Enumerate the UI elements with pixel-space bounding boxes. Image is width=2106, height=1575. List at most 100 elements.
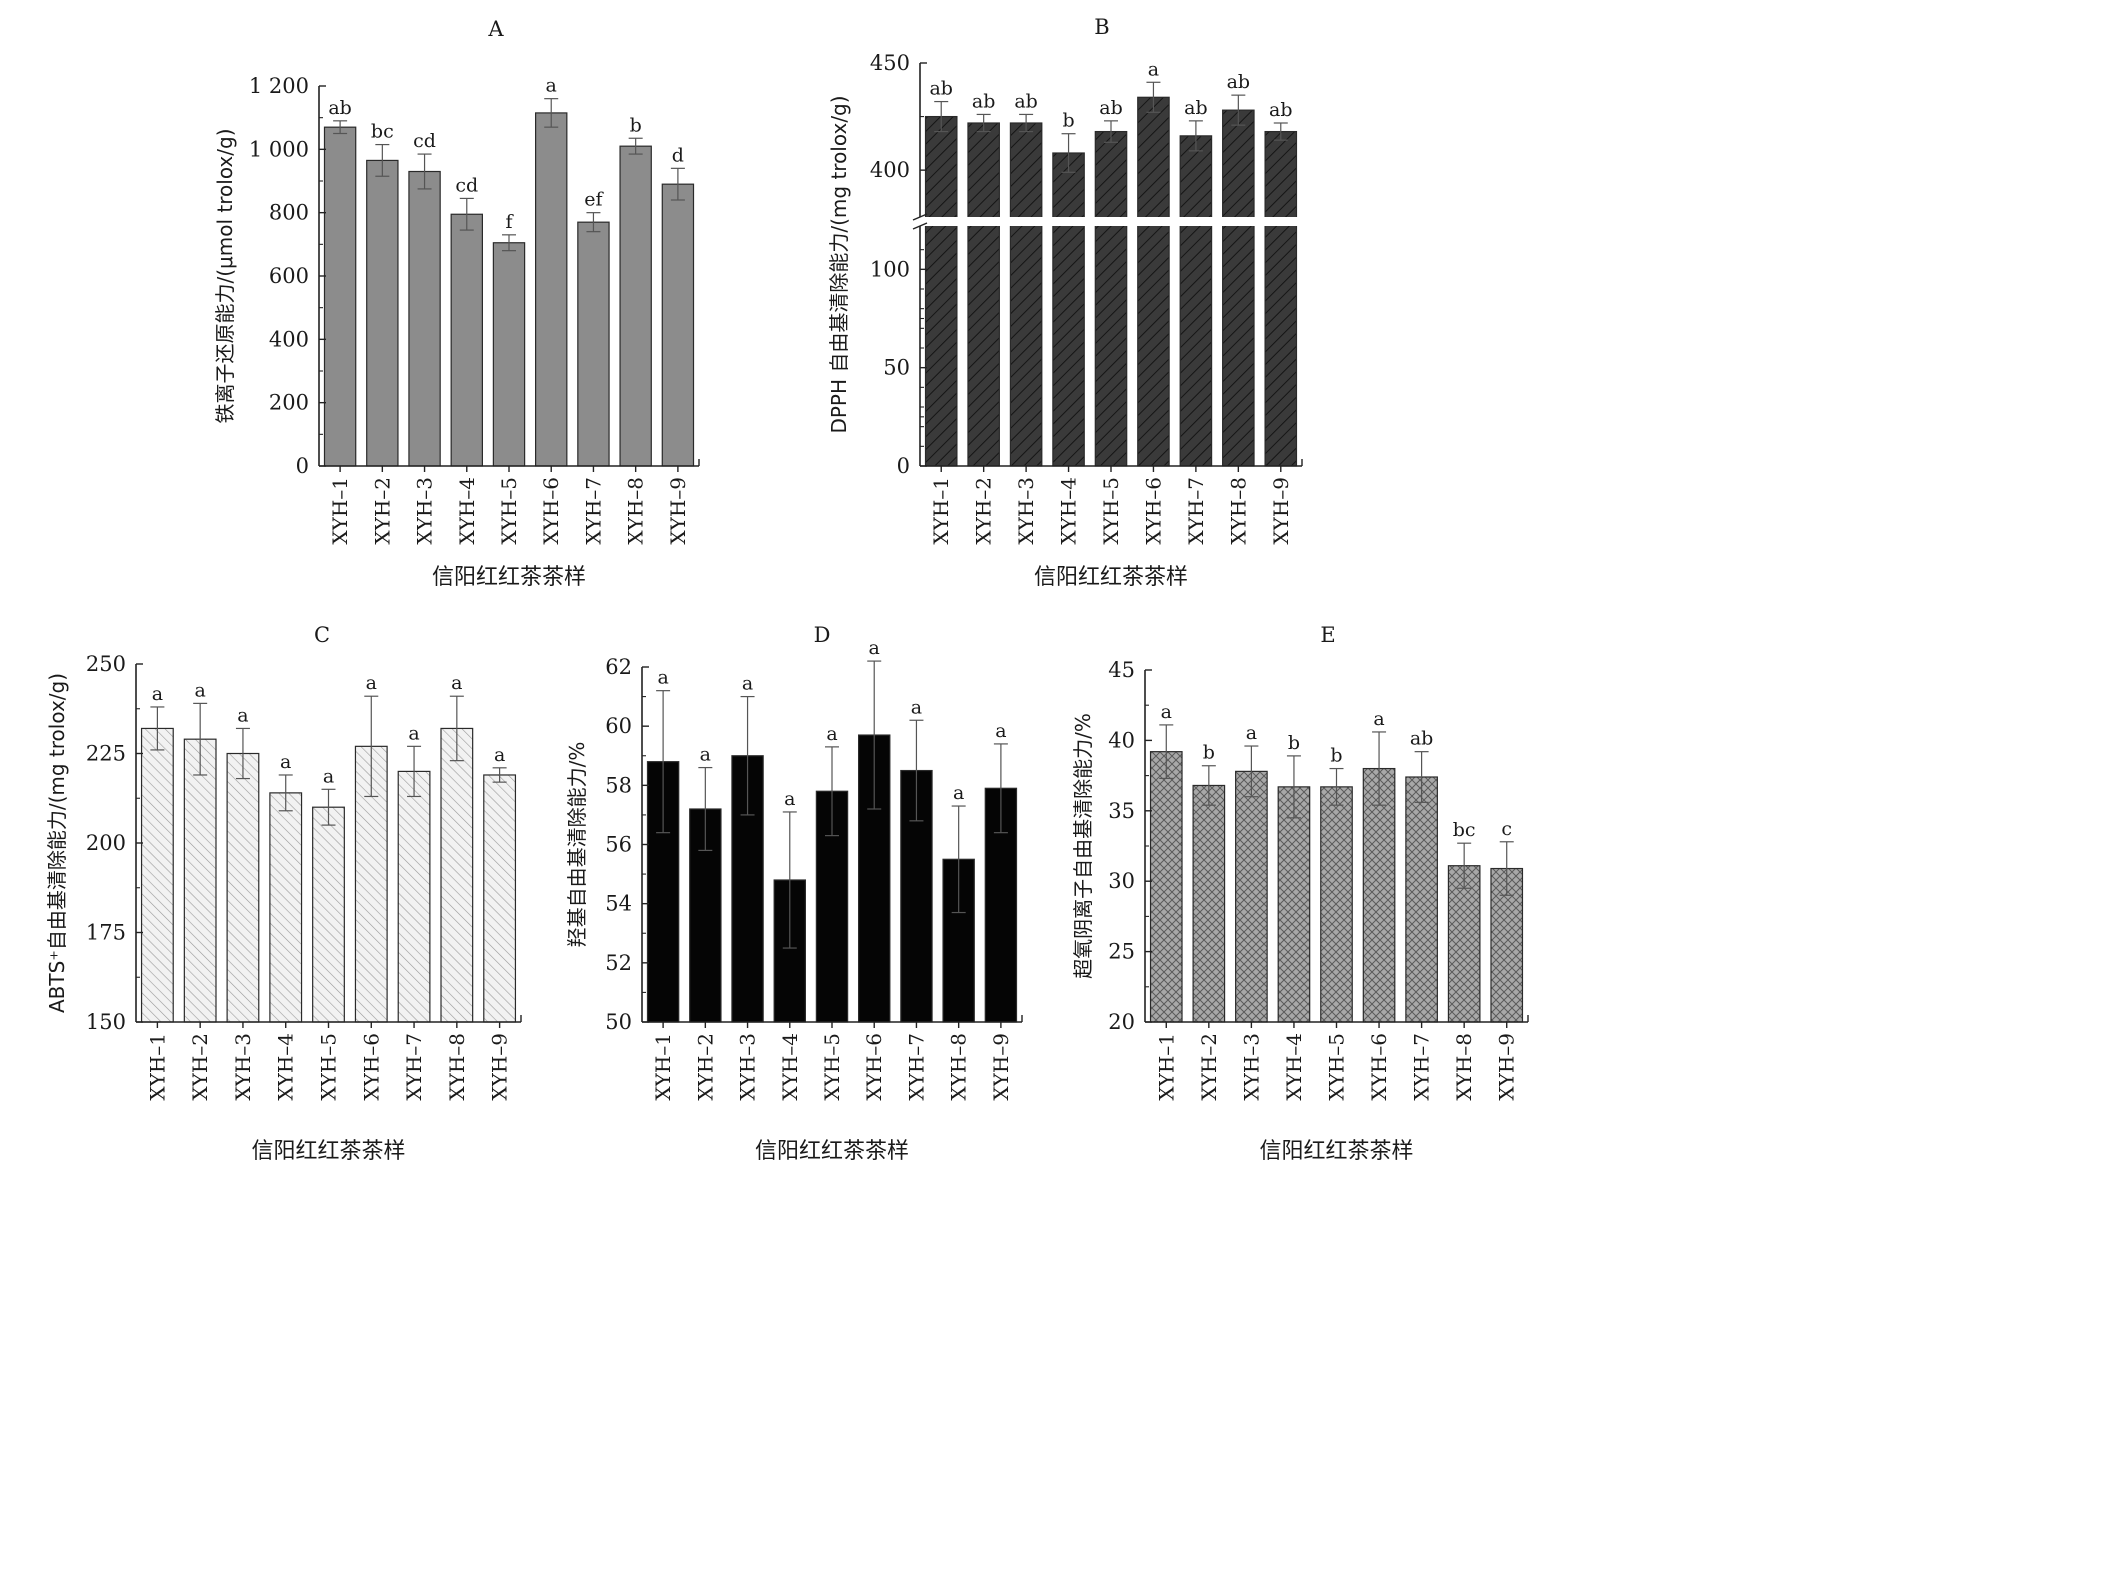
x-tick-label: XYH–4 [1282,1033,1306,1101]
significance-label: a [195,679,206,701]
panel-e: a XYH–1 b XYH–2 a XYH–3 b XYH–4 b XYH–5 a XYH–6 ab XY… [1071,623,1529,1164]
x-tick-label: XYH–8 [445,1033,469,1101]
bar [312,806,345,1023]
y-tick-label: 0 [296,454,309,478]
x-tick-label: XYH–6 [359,1033,383,1101]
panel-title: B [1094,15,1109,39]
significance-label: d [672,144,684,166]
x-tick-label: XYH–5 [820,1033,844,1101]
bar [483,774,517,1023]
panel-title: A [487,17,504,41]
bar [1149,751,1183,1023]
y-tick-label: 225 [86,742,126,766]
x-tick-label: XYH–8 [624,477,648,545]
x-tick-label: XYH–3 [1239,1033,1263,1101]
bar [1447,865,1481,1023]
x-tick-label: XYH–7 [581,477,605,545]
significance-label: cd [413,130,436,152]
panel-c: a XYH–1 a XYH–2 a XYH–3 a XYH–4 a XYH–5 a XYH–6 a XYH… [45,623,522,1164]
x-tick-label: XYH–3 [413,477,437,545]
y-tick-label: 60 [605,714,632,738]
significance-label: b [1062,110,1074,132]
x-tick-label: XYH–2 [188,1033,212,1101]
bar [269,792,303,1023]
bar [1179,135,1213,467]
significance-label: b [1288,732,1300,754]
y-tick-label: 20 [1108,1010,1135,1034]
significance-label: ab [1099,97,1123,119]
y-tick-label: 30 [1108,869,1135,893]
axis-break-gap [908,217,1304,226]
bar [140,727,174,1023]
y-tick-label: 56 [605,833,632,857]
significance-label: ab [328,97,352,119]
x-tick-label: XYH–6 [539,477,563,545]
significance-label: a [1373,708,1384,730]
x-tick-label: XYH–5 [317,1033,341,1101]
significance-label: ab [1269,99,1293,121]
significance-label: a [494,744,505,766]
x-tick-label: XYH–9 [666,477,690,545]
bar [577,221,610,467]
y-tick-label: 35 [1108,799,1135,823]
y-tick-label: 40 [1108,728,1135,752]
y-tick-label: 58 [605,773,632,797]
significance-label: a [742,673,753,695]
x-tick-label: XYH–5 [1325,1033,1349,1101]
x-tick-label: XYH–4 [455,477,479,545]
x-axis-label: 信阳红红茶茶样 [251,1139,405,1164]
x-tick-label: XYH–3 [736,1033,760,1101]
y-tick-label: 400 [269,327,309,351]
significance-label: bc [1453,819,1476,841]
significance-label: a [451,672,462,694]
y-tick-label: 1 000 [249,137,309,161]
bar [440,727,474,1023]
x-tick-label: XYH–2 [693,1033,717,1101]
y-tick-label: 45 [1108,658,1135,682]
bar [1137,96,1170,467]
figure-canvas: abXYH–1bcXYH–2cdXYH–3cdXYH–4fXYH–5aXYH–6… [45,15,1529,1164]
bar [1052,152,1085,467]
y-axis-label: 羟基自由基清除能力/% [565,742,589,948]
bar [1277,786,1311,1023]
bar [1235,770,1268,1023]
y-axis-label: 铁离子还原能力/(μmol trolox/g) [213,128,237,423]
bar [1192,784,1226,1023]
significance-label: b [1330,745,1342,767]
significance-label: a [995,720,1006,742]
x-axis-label: 信阳红红茶茶样 [432,565,586,590]
bar [924,115,958,467]
significance-label: b [1203,742,1215,764]
x-tick-label: XYH–3 [1014,477,1038,545]
x-axis-label: 信阳红红茶茶样 [1034,565,1188,590]
x-tick-label: XYH–7 [1410,1033,1434,1101]
x-tick-label: XYH–2 [972,477,996,545]
significance-label: a [911,696,922,718]
bar [1405,776,1438,1023]
y-tick-label: 250 [86,652,126,676]
x-tick-label: XYH–7 [402,1033,426,1101]
x-tick-label: XYH–6 [862,1033,886,1101]
x-tick-label: XYH–3 [231,1033,255,1101]
y-tick-label: 50 [883,356,910,380]
y-tick-label: 450 [870,51,910,75]
significance-label: a [408,722,419,744]
significance-label: ab [1184,97,1208,119]
x-tick-label: XYH–8 [1226,477,1250,545]
significance-label: a [784,788,795,810]
y-tick-label: 52 [605,951,632,975]
bar [492,242,526,467]
y-tick-label: 0 [897,454,910,478]
x-tick-label: XYH–9 [1269,477,1293,545]
bar [967,122,1000,467]
bar [397,770,431,1023]
significance-label: ab [972,90,996,112]
bar [323,126,357,467]
significance-label: ab [1410,728,1434,750]
significance-label: a [1148,58,1159,80]
x-tick-label: XYH–6 [1141,477,1165,545]
x-tick-label: XYH–1 [328,477,352,545]
significance-label: a [1246,722,1257,744]
bar [408,170,441,467]
x-tick-label: XYH–2 [370,477,394,545]
